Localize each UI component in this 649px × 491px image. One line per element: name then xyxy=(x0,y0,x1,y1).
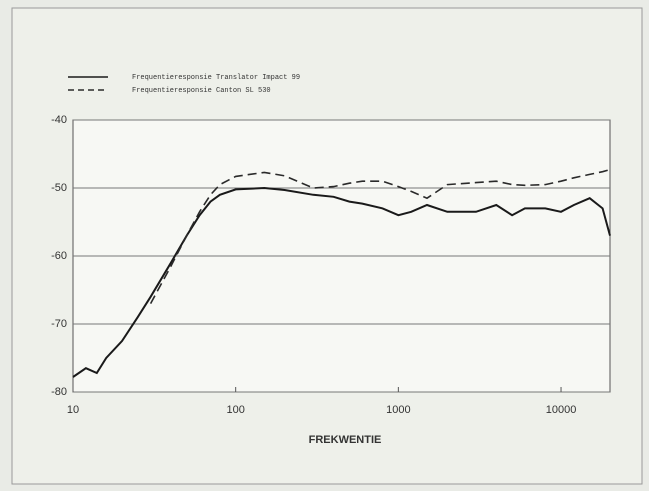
x-tick-label: 1000 xyxy=(386,404,410,416)
y-tick-label: -40 xyxy=(51,114,67,126)
legend-label: Frequentieresponsie Translator Impact 99 xyxy=(132,74,300,82)
y-tick-label: -70 xyxy=(51,318,67,330)
x-tick-label: 100 xyxy=(226,404,244,416)
x-tick-label: 10000 xyxy=(546,404,577,416)
x-tick-label: 10 xyxy=(67,404,79,416)
y-tick-label: -50 xyxy=(51,182,67,194)
y-tick-label: -80 xyxy=(51,386,67,398)
series-line xyxy=(149,168,611,304)
series-line xyxy=(72,186,611,378)
y-tick-label: -60 xyxy=(51,250,67,262)
x-axis-label: FREKWENTIE xyxy=(309,434,382,446)
legend-label: Frequentieresponsie Canton SL 530 xyxy=(132,87,271,95)
